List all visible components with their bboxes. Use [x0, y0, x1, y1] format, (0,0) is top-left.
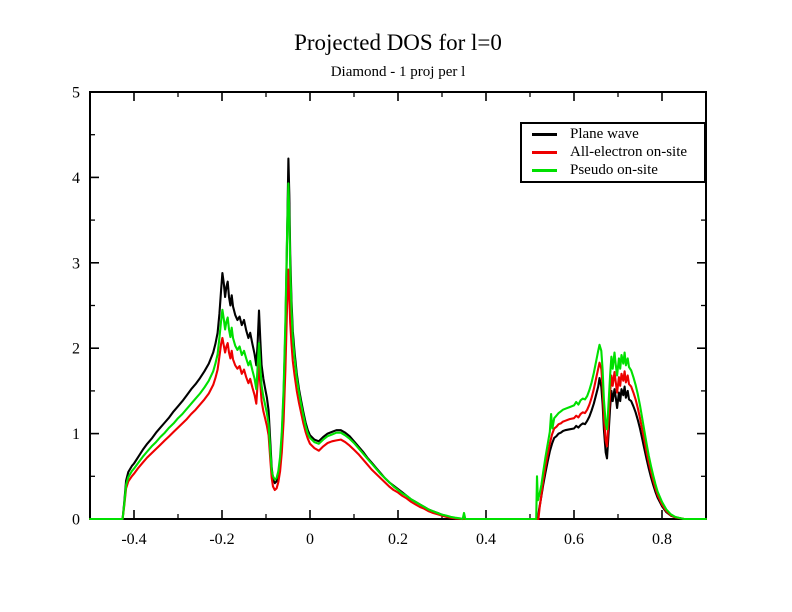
chart-title: Projected DOS for l=0 — [294, 30, 502, 55]
legend-item-pseudo-on-site: Pseudo on-site — [532, 162, 704, 180]
legend-item-plane-wave: Plane wave — [532, 126, 704, 144]
x-tick-label: 0.6 — [564, 531, 584, 548]
series-line-plane-wave — [88, 157, 708, 521]
all-electron-line-swatch — [532, 151, 557, 154]
x-tick-label: 0.4 — [476, 531, 496, 548]
chart-subtitle: Diamond - 1 proj per l — [330, 64, 466, 80]
y-tick-label: 2 — [72, 341, 80, 358]
plane-wave-line-swatch — [532, 133, 557, 136]
y-tick-label: 1 — [72, 426, 80, 443]
series-line-pseudo-on-site — [88, 182, 708, 521]
legend-label: All-electron on-site — [570, 144, 688, 160]
legend: Plane wave All-electron on-site Pseudo o… — [520, 122, 706, 183]
y-tick-label: 5 — [72, 85, 80, 102]
legend-label: Plane wave — [570, 126, 639, 142]
y-tick-label: 3 — [72, 255, 80, 272]
y-tick-label: 4 — [72, 170, 80, 187]
pseudo-line-swatch — [532, 169, 557, 172]
x-tick-label: -0.2 — [209, 531, 234, 548]
x-tick-label: 0 — [306, 531, 314, 548]
x-tick-label: -0.4 — [121, 531, 146, 548]
y-tick-label: 0 — [72, 512, 80, 529]
x-tick-label: 0.8 — [652, 531, 672, 548]
x-tick-label: 0.2 — [388, 531, 408, 548]
series-line-all-electron-on-site — [88, 268, 708, 521]
legend-label: Pseudo on-site — [570, 162, 658, 178]
legend-item-all-electron-on-site: All-electron on-site — [532, 144, 704, 162]
